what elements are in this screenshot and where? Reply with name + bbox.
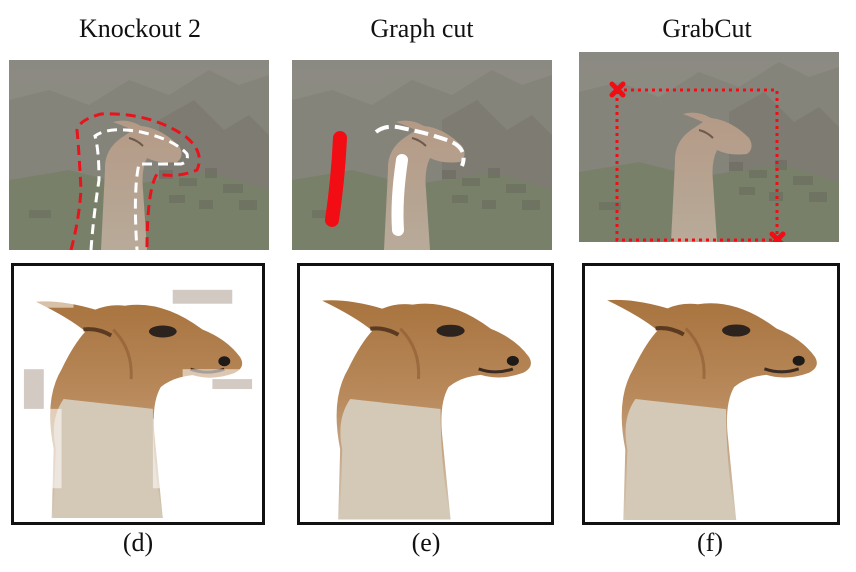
background-dashed-outline (69, 112, 201, 250)
bounding-rectangle (615, 88, 779, 242)
graphcut-input-photo (292, 60, 552, 250)
graphcut-extracted-llama (300, 266, 551, 522)
caption-f: (f) (697, 528, 723, 557)
column-title-grabcut: GrabCut (662, 14, 752, 43)
foreground-brush-stroke (391, 154, 408, 236)
knockout-input-photo (8, 60, 270, 250)
rectangle-corner-marker-top (609, 81, 626, 98)
foreground-dashed-outline (89, 128, 189, 250)
column-title-graphcut: Graph cut (370, 14, 474, 43)
grabcut-result-panel (582, 263, 840, 525)
background-brush-stroke (325, 131, 347, 227)
rectangle-corner-marker-bottom (769, 231, 786, 242)
foreground-outline-stroke (374, 124, 466, 167)
knockout-extracted-llama (23, 289, 253, 522)
grabcut-input-photo (577, 52, 841, 242)
column-title-knockout: Knockout 2 (78, 14, 202, 43)
graphcut-result-panel (297, 263, 554, 525)
caption-d: (d) (122, 528, 154, 557)
knockout-result-panel (11, 263, 265, 525)
caption-e: (e) (411, 528, 441, 557)
grabcut-extracted-llama (585, 266, 837, 522)
